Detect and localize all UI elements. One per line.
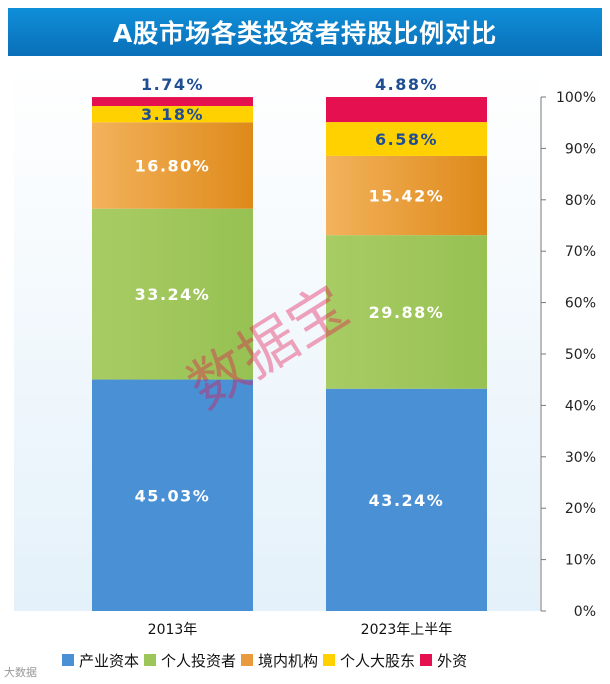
chart-legend: 产业资本 个人投资者 境内机构 个人大股东 外资 — [62, 646, 472, 674]
data-label: 29.88% — [369, 303, 445, 322]
legend-swatch — [144, 654, 157, 666]
y-tick-label: 0% — [574, 604, 596, 620]
bar-segment — [92, 97, 253, 106]
legend-item: 外资 — [420, 650, 467, 671]
y-tick-label: 80% — [565, 193, 596, 209]
chart-title: A股市场各类投资者持股比例对比 — [112, 19, 498, 48]
bar-segment — [326, 97, 487, 123]
legend-item: 产业资本 — [62, 650, 139, 671]
data-label: 43.24% — [369, 491, 445, 510]
bar-segment — [92, 379, 253, 611]
y-tick-label: 50% — [565, 347, 596, 363]
data-label: 33.24% — [135, 285, 211, 304]
x-tick-label: 2023年上半年 — [361, 622, 453, 638]
legend-label: 产业资本 — [79, 651, 140, 670]
bar-segment — [326, 155, 487, 236]
source-mark: 大数据 — [4, 665, 37, 679]
legend-swatch — [420, 654, 433, 666]
bar-segment — [326, 122, 487, 156]
legend-item: 境内机构 — [241, 650, 318, 671]
data-label: 4.88% — [375, 75, 438, 94]
legend-swatch — [241, 654, 254, 666]
bar-segment — [92, 208, 253, 380]
y-tick-label: 100% — [556, 90, 596, 106]
legend-label: 个人投资者 — [161, 651, 237, 670]
x-tick-label: 2013年 — [148, 622, 198, 638]
y-tick-label: 20% — [565, 501, 596, 517]
legend-label: 境内机构 — [258, 651, 319, 670]
y-tick-label: 90% — [565, 141, 596, 157]
y-tick-label: 40% — [565, 398, 596, 414]
bar-segment — [92, 105, 253, 123]
legend-item: 个人大股东 — [323, 650, 415, 671]
legend-swatch — [62, 654, 74, 666]
legend-label: 外资 — [437, 651, 468, 670]
data-label: 15.42% — [369, 187, 445, 206]
y-tick-label: 60% — [565, 296, 596, 312]
legend-swatch — [323, 654, 336, 666]
chart-title-banner: A股市场各类投资者持股比例对比 — [8, 8, 602, 56]
data-label: 45.03% — [135, 486, 211, 505]
bar-segment — [326, 388, 487, 611]
data-label: 6.58% — [375, 130, 438, 149]
bar-segment — [326, 235, 487, 389]
data-label: 16.80% — [135, 157, 211, 176]
y-tick-label: 10% — [565, 553, 596, 569]
data-label: 3.18% — [141, 105, 204, 124]
data-label: 1.74% — [141, 75, 204, 94]
legend-item: 个人投资者 — [144, 650, 236, 671]
bar-segment — [92, 122, 253, 209]
legend-label: 个人大股东 — [340, 651, 416, 670]
y-tick-label: 30% — [565, 450, 596, 466]
y-tick-label: 70% — [565, 244, 596, 260]
